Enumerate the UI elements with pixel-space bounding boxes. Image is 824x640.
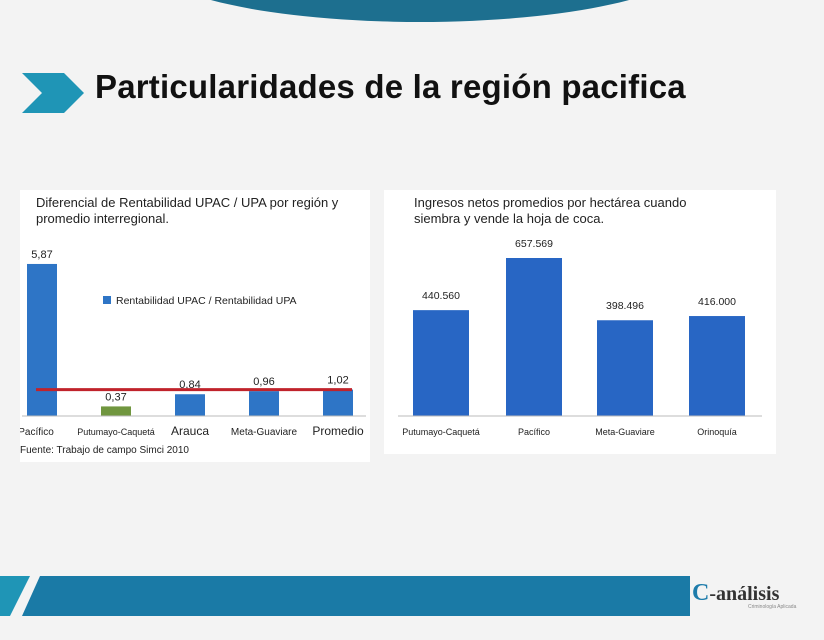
category-label-3: Meta-Guaviare — [231, 427, 298, 438]
top-decorative-arc — [150, 0, 690, 22]
category-label-0: Pacífico — [20, 427, 54, 438]
data-label-2: 398.496 — [606, 300, 644, 312]
legend-label: Rentabilidad UPAC / Rentabilidad UPA — [116, 295, 297, 307]
category-label-2: Arauca — [171, 424, 209, 438]
chart-rentabilidad-title: Diferencial de Rentabilidad UPAC / UPA p… — [36, 195, 339, 226]
bar-1 — [101, 406, 131, 416]
logo-mark: C — [692, 580, 710, 606]
bottom-decorative-band — [0, 576, 690, 616]
source-note: Fuente: Trabajo de campo Simci 2010 — [20, 445, 189, 456]
category-label-1: Pacífico — [518, 427, 550, 437]
category-label-1: Putumayo-Caquetá — [77, 427, 155, 437]
data-label-0: 440.560 — [422, 290, 460, 302]
logo: C-análisis — [692, 580, 779, 607]
data-label-1: 0,37 — [105, 391, 126, 403]
title-chevron-icon — [22, 73, 84, 113]
bar-0 — [27, 263, 57, 416]
chart-rentabilidad-panel: Diferencial de Rentabilidad UPAC / UPA p… — [20, 190, 370, 462]
chart-ingresos-panel: Ingresos netos promedios por hectárea cu… — [384, 190, 776, 454]
category-label-2: Meta-Guaviare — [595, 427, 655, 437]
bar-4 — [323, 389, 353, 416]
chart-ingresos: 440.560 Putumayo-Caquetá 657.569 Pacífico 39… — [398, 238, 762, 437]
bar-3 — [689, 316, 745, 416]
data-label-4: 1,02 — [327, 375, 348, 387]
logo-subtitle: Criminología Aplicada — [748, 604, 797, 610]
bar-1 — [506, 258, 562, 416]
bar-3 — [249, 391, 279, 416]
data-label-0: 5,87 — [31, 249, 52, 261]
bar-0 — [413, 310, 469, 416]
bar-2 — [597, 320, 653, 416]
category-label-3: Orinoquía — [697, 427, 737, 437]
chart-ingresos-title: Ingresos netos promedios por hectárea cu… — [414, 195, 687, 226]
chart-rentabilidad: 5,87Pacífico0,37Putumayo-Caquetá0,84Arau… — [20, 249, 366, 438]
legend-swatch — [103, 296, 111, 304]
data-label-3: 0,96 — [253, 376, 274, 388]
bar-2 — [175, 394, 205, 416]
category-label-4: Promedio — [312, 424, 364, 438]
data-label-1: 657.569 — [515, 238, 553, 250]
data-label-3: 416.000 — [698, 296, 736, 308]
logo-text: -análisis — [709, 583, 780, 605]
category-label-0: Putumayo-Caquetá — [402, 427, 480, 437]
slide-title: Particularidades de la región pacifica — [95, 68, 686, 105]
